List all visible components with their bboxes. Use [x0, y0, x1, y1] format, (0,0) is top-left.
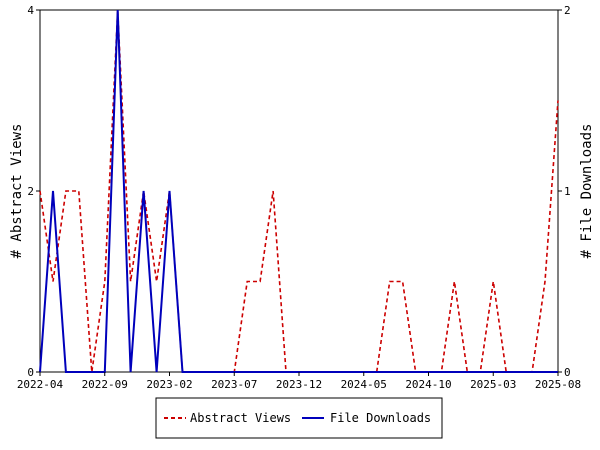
x-tick-label: 2025-03: [470, 378, 516, 391]
x-axis: 2022-04 2022-09 2023-02 2023-07 2023-12 2024-…: [17, 372, 581, 391]
legend-label-file-downloads: File Downloads: [330, 411, 431, 425]
right-axis: 0 1 2: [558, 4, 571, 379]
right-tick-label: 2: [564, 4, 571, 17]
x-tick-label: 2025-08: [535, 378, 581, 391]
plot-area: [39, 9, 559, 373]
right-axis-title: # File Downloads: [579, 124, 595, 259]
x-tick-label: 2024-05: [341, 378, 387, 391]
x-tick-label: 2022-09: [82, 378, 128, 391]
left-tick-label: 4: [27, 4, 34, 17]
right-tick-label: 1: [564, 185, 571, 198]
right-tick-label: 0: [564, 366, 571, 379]
legend-label-abstract-views: Abstract Views: [190, 411, 291, 425]
legend-box: [155, 397, 443, 439]
x-tick-label: 2023-12: [276, 378, 322, 391]
x-tick-label: 2023-02: [146, 378, 192, 391]
left-tick-label: 0: [27, 366, 34, 379]
x-tick-label: 2023-07: [211, 378, 257, 391]
left-axis-title: # Abstract Views: [9, 124, 25, 259]
x-tick-label: 2024-10: [405, 378, 451, 391]
x-tick-label: 2022-04: [17, 378, 64, 391]
left-tick-label: 2: [27, 185, 34, 198]
legend: Abstract Views File Downloads: [155, 397, 443, 439]
left-axis: 0 2 4: [27, 4, 40, 379]
